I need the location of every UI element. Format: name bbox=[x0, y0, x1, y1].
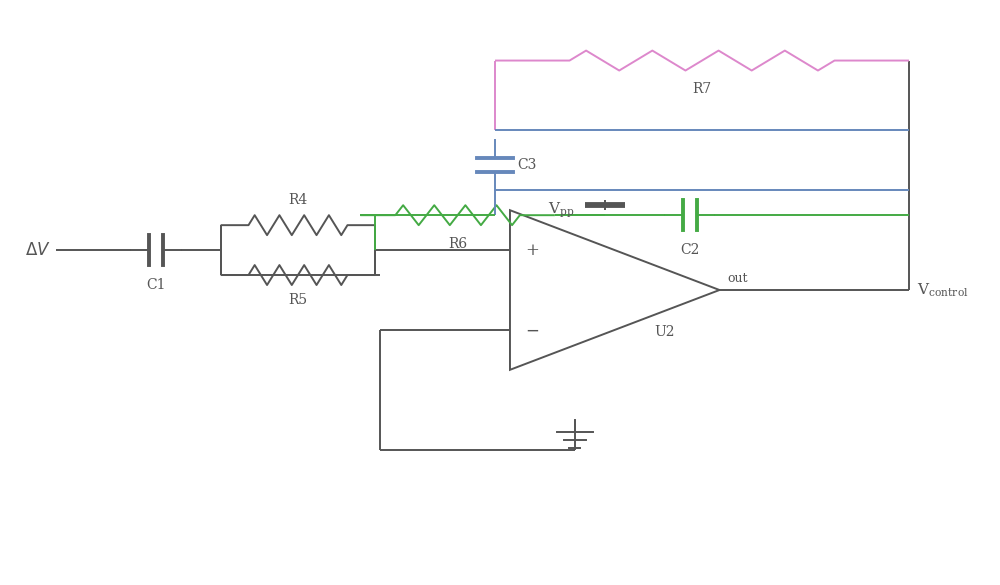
Text: out: out bbox=[727, 271, 748, 284]
Text: R4: R4 bbox=[288, 193, 308, 207]
Text: V$_{\mathregular{pp}}$: V$_{\mathregular{pp}}$ bbox=[548, 201, 575, 220]
Text: U2: U2 bbox=[654, 325, 675, 339]
Text: $-$: $-$ bbox=[525, 321, 539, 338]
Text: C2: C2 bbox=[680, 243, 699, 257]
Text: C3: C3 bbox=[517, 159, 536, 173]
Text: R7: R7 bbox=[692, 82, 712, 97]
Text: +: + bbox=[525, 242, 539, 259]
Text: C1: C1 bbox=[146, 278, 166, 292]
Text: V$_{\mathregular{control}}$: V$_{\mathregular{control}}$ bbox=[917, 281, 969, 299]
Text: $\Delta V$: $\Delta V$ bbox=[25, 242, 51, 259]
Text: R6: R6 bbox=[448, 237, 467, 251]
Text: R5: R5 bbox=[288, 293, 308, 307]
